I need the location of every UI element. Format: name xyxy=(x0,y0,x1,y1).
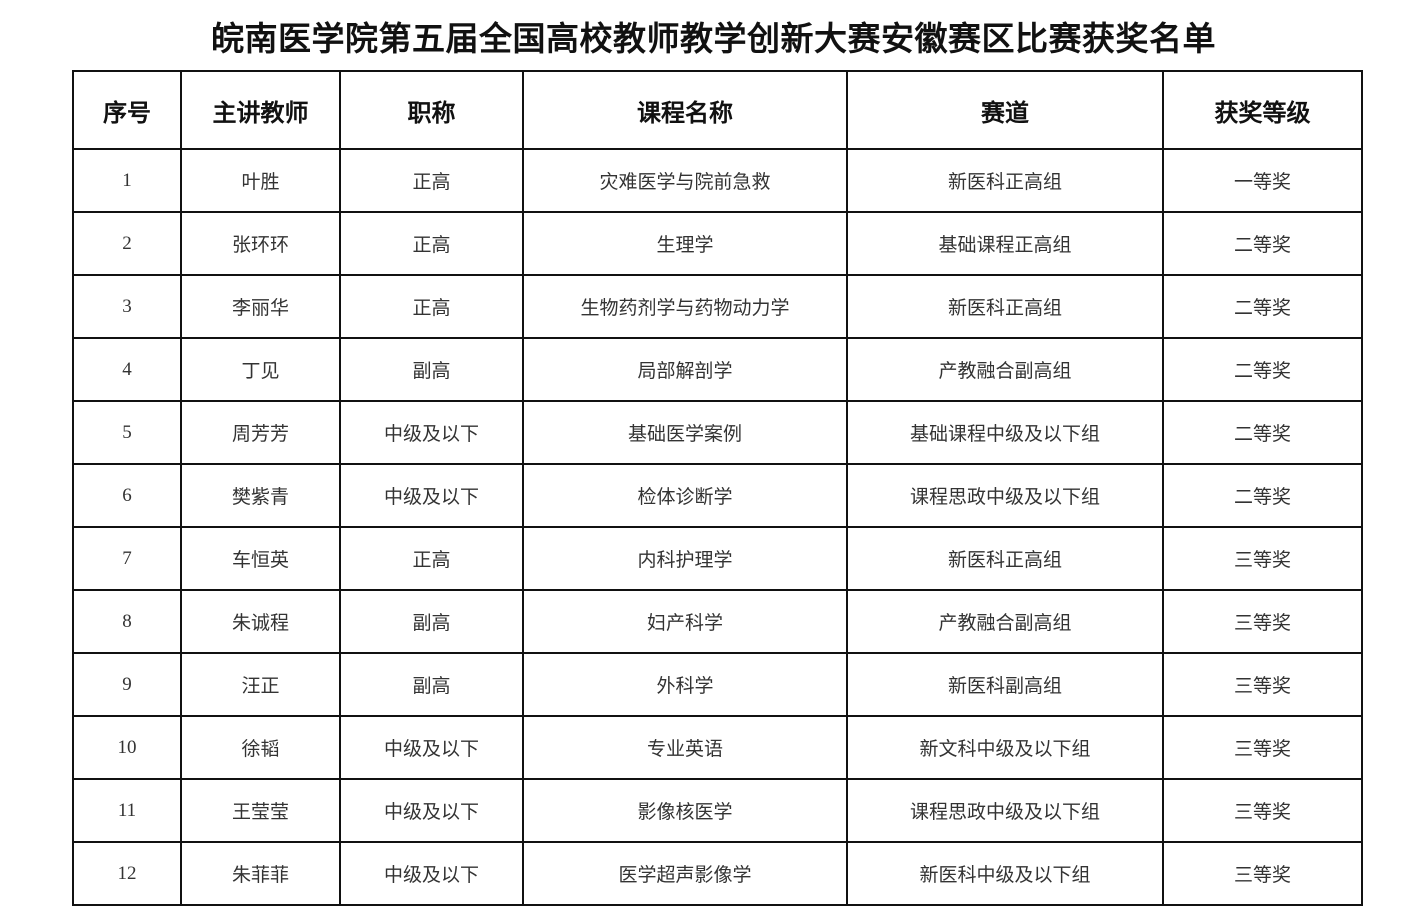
cell-track: 新医科正高组 xyxy=(846,526,1164,591)
cell-teacher: 朱菲菲 xyxy=(180,841,341,906)
cell-teacher: 王莹莹 xyxy=(180,778,341,843)
cell-track: 课程思政中级及以下组 xyxy=(846,463,1164,528)
cell-award: 三等奖 xyxy=(1162,778,1363,843)
cell-track: 新医科中级及以下组 xyxy=(846,841,1164,906)
header-track: 赛道 xyxy=(846,70,1164,150)
cell-teacher: 丁见 xyxy=(180,337,341,402)
cell-teacher: 周芳芳 xyxy=(180,400,341,465)
award-table: 序号 主讲教师 职称 课程名称 赛道 获奖等级 1 叶胜 正高 灾难医学与院前急救 新医科正高组一… xyxy=(72,70,1363,906)
cell-track: 基础课程中级及以下组 xyxy=(846,400,1164,465)
cell-title-rank: 中级及以下 xyxy=(339,400,524,465)
cell-index: 5 xyxy=(72,400,182,465)
cell-award: 三等奖 xyxy=(1162,715,1363,780)
cell-course: 内科护理学 xyxy=(522,526,848,591)
cell-index: 3 xyxy=(72,274,182,339)
cell-index: 1 xyxy=(72,148,182,213)
header-title-rank: 职称 xyxy=(339,70,524,150)
cell-index: 11 xyxy=(72,778,182,843)
table-row: 12 朱菲菲 中级及以下 医学超声影像学 新医科中级及以下组 三等奖 xyxy=(72,841,1363,906)
cell-title-rank: 中级及以下 xyxy=(339,715,524,780)
cell-title-rank: 中级及以下 xyxy=(339,778,524,843)
cell-title-rank: 中级及以下 xyxy=(339,463,524,528)
table-row: 5 周芳芳 中级及以下 基础医学案例 基础课程中级及以下组 二等奖 xyxy=(72,400,1363,465)
cell-course: 生理学 xyxy=(522,211,848,276)
cell-teacher: 朱诚程 xyxy=(180,589,341,654)
cell-award: 三等奖 xyxy=(1162,589,1363,654)
cell-index: 4 xyxy=(72,337,182,402)
cell-course: 检体诊断学 xyxy=(522,463,848,528)
table-header-row: 序号 主讲教师 职称 课程名称 赛道 获奖等级 xyxy=(72,70,1363,150)
cell-course: 局部解剖学 xyxy=(522,337,848,402)
cell-course: 医学超声影像学 xyxy=(522,841,848,906)
cell-teacher: 徐韬 xyxy=(180,715,341,780)
cell-track: 产教融合副高组 xyxy=(846,337,1164,402)
cell-award: 三等奖 xyxy=(1162,526,1363,591)
cell-index: 12 xyxy=(72,841,182,906)
cell-index: 9 xyxy=(72,652,182,717)
cell-teacher: 李丽华 xyxy=(180,274,341,339)
table-row: 6 樊紫青 中级及以下 检体诊断学 课程思政中级及以下组 二等奖 xyxy=(72,463,1363,528)
cell-course: 灾难医学与院前急救 xyxy=(522,148,848,213)
cell-teacher: 张环环 xyxy=(180,211,341,276)
cell-track: 新医科正高组 xyxy=(846,274,1164,339)
header-award: 获奖等级 xyxy=(1162,70,1363,150)
cell-award: 三等奖 xyxy=(1162,652,1363,717)
cell-title-rank: 正高 xyxy=(339,211,524,276)
cell-title-rank: 正高 xyxy=(339,526,524,591)
cell-title-rank: 副高 xyxy=(339,652,524,717)
cell-course: 影像核医学 xyxy=(522,778,848,843)
cell-title-rank: 正高 xyxy=(339,274,524,339)
table-row: 4 丁见 副高 局部解剖学 产教融合副高组 二等奖 xyxy=(72,337,1363,402)
cell-track: 基础课程正高组 xyxy=(846,211,1164,276)
cell-title-rank: 中级及以下 xyxy=(339,841,524,906)
cell-index: 7 xyxy=(72,526,182,591)
cell-course: 外科学 xyxy=(522,652,848,717)
cell-course: 基础医学案例 xyxy=(522,400,848,465)
document-title: 皖南医学院第五届全国高校教师教学创新大赛安徽赛区比赛获奖名单 xyxy=(211,20,1216,57)
cell-award: 二等奖 xyxy=(1162,400,1363,465)
table-row: 3 李丽华 正高 生物药剂学与药物动力学 新医科正高组 二等奖 xyxy=(72,274,1363,339)
header-course: 课程名称 xyxy=(522,70,848,150)
table-row: 1 叶胜 正高 灾难医学与院前急救 新医科正高组 一等奖 xyxy=(72,148,1363,213)
table-row: 7 车恒英 正高 内科护理学 新医科正高组 三等奖 xyxy=(72,526,1363,591)
table-row: 10 徐韬 中级及以下 专业英语 新文科中级及以下组 三等奖 xyxy=(72,715,1363,780)
cell-track: 课程思政中级及以下组 xyxy=(846,778,1164,843)
table-row: 2 张环环 正高 生理学 基础课程正高组 二等奖 xyxy=(72,211,1363,276)
cell-title-rank: 正高 xyxy=(339,148,524,213)
cell-index: 2 xyxy=(72,211,182,276)
cell-course: 专业英语 xyxy=(522,715,848,780)
cell-track: 新医科正高组 xyxy=(846,148,1164,213)
cell-track: 新医科副高组 xyxy=(846,652,1164,717)
cell-award: 一等奖 xyxy=(1162,148,1363,213)
header-teacher: 主讲教师 xyxy=(180,70,341,150)
cell-award: 二等奖 xyxy=(1162,274,1363,339)
cell-award: 三等奖 xyxy=(1162,841,1363,906)
cell-index: 10 xyxy=(72,715,182,780)
cell-title-rank: 副高 xyxy=(339,589,524,654)
cell-teacher: 叶胜 xyxy=(180,148,341,213)
cell-course: 妇产科学 xyxy=(522,589,848,654)
cell-track: 产教融合副高组 xyxy=(846,589,1164,654)
table-row: 9 汪正 副高 外科学 新医科副高组 三等奖 xyxy=(72,652,1363,717)
cell-track: 新文科中级及以下组 xyxy=(846,715,1164,780)
cell-teacher: 樊紫青 xyxy=(180,463,341,528)
table-row: 8 朱诚程 副高 妇产科学 产教融合副高组 三等奖 xyxy=(72,589,1363,654)
cell-index: 6 xyxy=(72,463,182,528)
cell-award: 二等奖 xyxy=(1162,211,1363,276)
cell-title-rank: 副高 xyxy=(339,337,524,402)
table-row: 11 王莹莹 中级及以下 影像核医学 课程思政中级及以下组 三等奖 xyxy=(72,778,1363,843)
cell-award: 二等奖 xyxy=(1162,463,1363,528)
cell-teacher: 汪正 xyxy=(180,652,341,717)
header-index: 序号 xyxy=(72,70,182,150)
cell-teacher: 车恒英 xyxy=(180,526,341,591)
cell-award: 二等奖 xyxy=(1162,337,1363,402)
cell-index: 8 xyxy=(72,589,182,654)
cell-course: 生物药剂学与药物动力学 xyxy=(522,274,848,339)
